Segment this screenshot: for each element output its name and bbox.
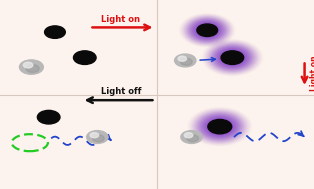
Text: Light on: Light on <box>310 55 314 91</box>
Circle shape <box>26 65 39 73</box>
Circle shape <box>220 50 245 65</box>
Circle shape <box>211 45 254 70</box>
Circle shape <box>212 45 253 70</box>
Circle shape <box>208 119 232 134</box>
Circle shape <box>195 23 219 37</box>
Circle shape <box>192 21 223 40</box>
FancyBboxPatch shape <box>157 0 314 94</box>
Circle shape <box>213 46 252 70</box>
Circle shape <box>214 47 251 69</box>
Circle shape <box>195 23 220 38</box>
Circle shape <box>217 48 248 67</box>
Circle shape <box>219 50 245 65</box>
Circle shape <box>37 110 60 124</box>
Circle shape <box>187 135 198 142</box>
Circle shape <box>199 114 241 139</box>
Circle shape <box>209 44 256 72</box>
Circle shape <box>198 114 241 140</box>
Circle shape <box>208 43 256 72</box>
FancyBboxPatch shape <box>0 0 157 94</box>
Circle shape <box>214 46 251 69</box>
Circle shape <box>216 48 249 67</box>
Circle shape <box>185 17 229 43</box>
Circle shape <box>73 51 96 64</box>
Circle shape <box>204 117 235 136</box>
Circle shape <box>205 118 235 136</box>
Circle shape <box>221 51 244 64</box>
Circle shape <box>207 119 233 134</box>
Circle shape <box>194 111 245 142</box>
Circle shape <box>181 58 192 65</box>
Circle shape <box>87 131 108 143</box>
Circle shape <box>196 112 243 141</box>
Circle shape <box>187 18 227 42</box>
Circle shape <box>178 56 187 61</box>
Circle shape <box>186 17 229 43</box>
Circle shape <box>188 19 226 42</box>
Circle shape <box>197 24 218 36</box>
Circle shape <box>219 49 246 66</box>
Circle shape <box>201 115 239 138</box>
Circle shape <box>210 44 255 71</box>
Circle shape <box>206 118 234 135</box>
Circle shape <box>184 133 193 138</box>
Text: Light off: Light off <box>101 87 141 96</box>
Circle shape <box>93 135 104 142</box>
Circle shape <box>208 119 232 134</box>
Circle shape <box>193 22 221 39</box>
Circle shape <box>187 18 228 43</box>
Circle shape <box>19 60 43 74</box>
Circle shape <box>189 19 225 41</box>
Circle shape <box>215 47 250 68</box>
Circle shape <box>194 22 221 38</box>
Circle shape <box>203 117 236 136</box>
Circle shape <box>195 112 244 141</box>
Circle shape <box>202 116 238 138</box>
Circle shape <box>203 116 237 137</box>
Circle shape <box>192 21 222 39</box>
Circle shape <box>45 26 65 38</box>
Circle shape <box>175 54 196 67</box>
Circle shape <box>197 113 242 140</box>
Text: Light on: Light on <box>101 15 140 24</box>
FancyBboxPatch shape <box>157 94 314 189</box>
Circle shape <box>190 20 225 41</box>
Circle shape <box>196 24 218 37</box>
Circle shape <box>181 131 202 143</box>
FancyBboxPatch shape <box>0 94 157 189</box>
Circle shape <box>197 24 218 36</box>
Circle shape <box>191 20 224 40</box>
Circle shape <box>90 133 99 138</box>
Circle shape <box>23 62 33 68</box>
Circle shape <box>200 115 240 139</box>
Circle shape <box>218 49 247 67</box>
Circle shape <box>221 51 244 64</box>
